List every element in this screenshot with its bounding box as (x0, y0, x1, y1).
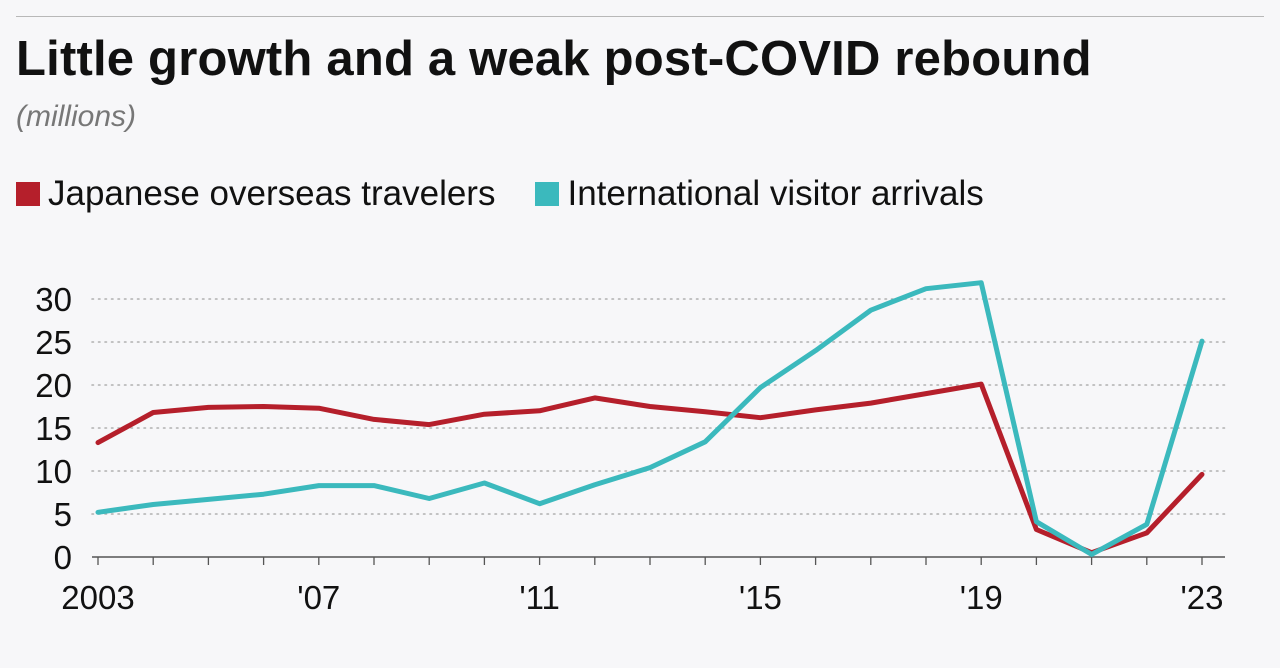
x-tick-label-2023: '23 (1180, 579, 1223, 616)
y-tick-label-5: 5 (54, 496, 72, 533)
y-tick-label-30: 30 (35, 281, 72, 318)
legend-label-international-visitors: International visitor arrivals (567, 174, 984, 213)
x-tick-label-2007: '07 (297, 579, 340, 616)
legend-item-japanese-travelers: Japanese overseas travelers (16, 174, 495, 214)
series-line-international-visitors (95, 280, 1205, 557)
legend-label-japanese-travelers: Japanese overseas travelers (48, 174, 496, 213)
legend: Japanese overseas travelers Internationa… (16, 172, 1024, 216)
series-line-japanese-travelers (95, 381, 1205, 556)
grid-layer (91, 298, 1226, 515)
chart-title: Little growth and a weak post-COVID rebo… (16, 32, 1092, 86)
x-tick-label-2003: 2003 (61, 579, 134, 616)
tick-label-layer: 0 5 10 15 20 25 30 2003 '07 '11 '15 '19 '23 (35, 281, 1223, 616)
x-tick-label-2019: '19 (960, 579, 1003, 616)
x-tick-label-2011: '11 (519, 579, 560, 616)
legend-item-international-visitors: International visitor arrivals (535, 174, 984, 214)
series-layer (95, 280, 1205, 557)
y-tick-label-20: 20 (35, 367, 72, 404)
y-tick-label-0: 0 (54, 539, 72, 576)
y-tick-label-10: 10 (35, 453, 72, 490)
chart-subtitle: (millions) (16, 100, 136, 133)
y-tick-label-25: 25 (35, 324, 72, 361)
top-rule (16, 16, 1264, 17)
axis-layer (92, 556, 1225, 565)
legend-swatch-international-visitors (535, 182, 560, 206)
legend-swatch-japanese-travelers (16, 182, 40, 206)
x-tick-label-2015: '15 (739, 579, 782, 616)
y-tick-label-15: 15 (35, 410, 72, 447)
